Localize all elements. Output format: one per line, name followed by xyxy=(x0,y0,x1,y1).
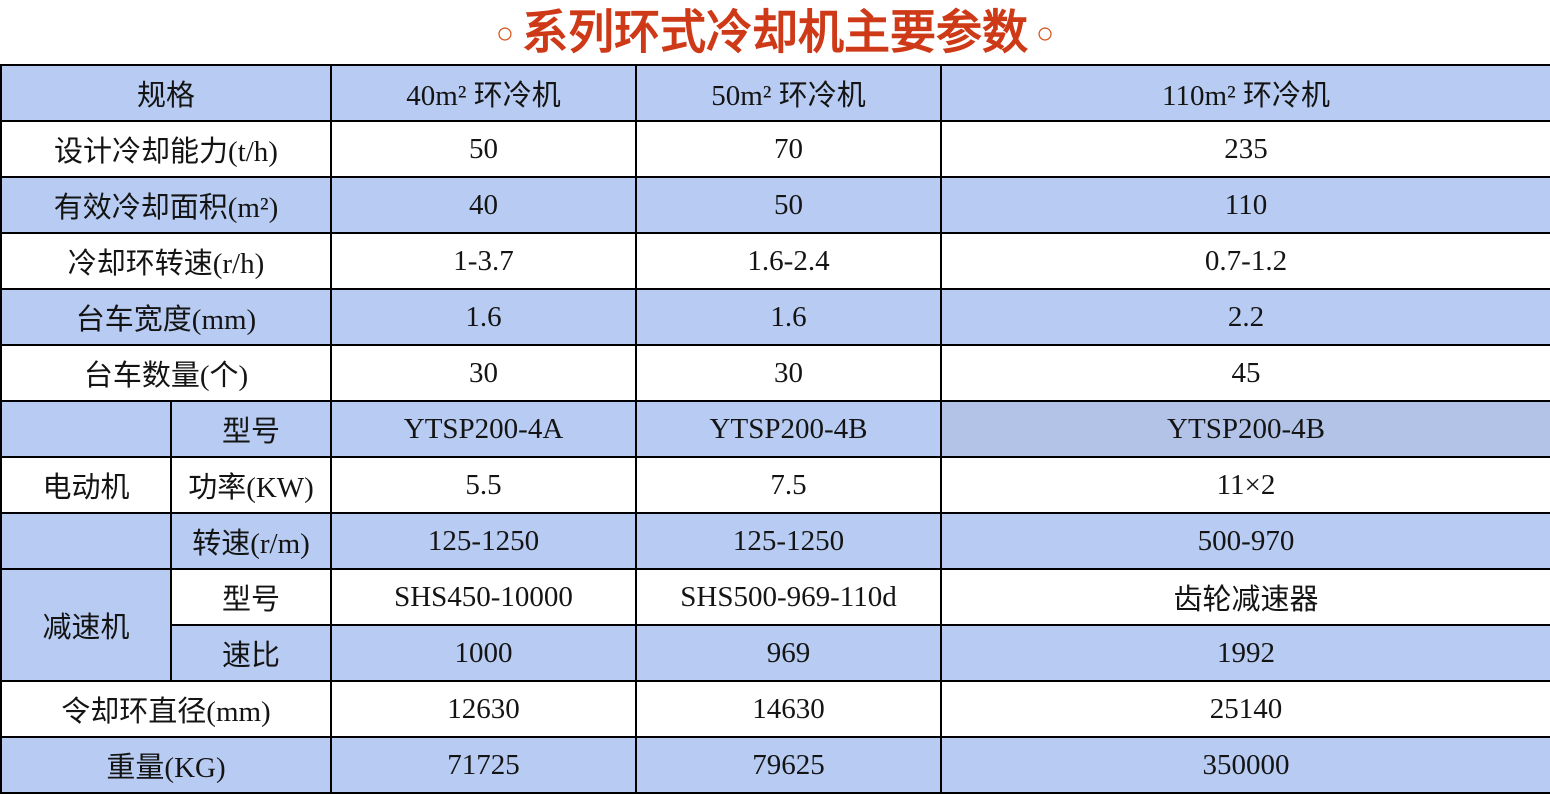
cell-value: 1.6 xyxy=(330,288,638,346)
cell-value: 0.7-1.2 xyxy=(940,232,1550,290)
row-label: 设计冷却能力(t/h) xyxy=(0,120,333,178)
cell-value: 2.2 xyxy=(940,288,1550,346)
cell-value: SHS450-10000 xyxy=(330,568,638,626)
cell-value: 25140 xyxy=(940,680,1550,738)
cell-value: 50 xyxy=(635,176,943,234)
cell-value: 1.6 xyxy=(635,288,943,346)
cell-value: 50 xyxy=(330,120,638,178)
cooler-parameters-table: 规格 40m² 环冷机 50m² 环冷机 110m² 环冷机 设计冷却能力(t/… xyxy=(0,64,1550,794)
cell-value: 125-1250 xyxy=(635,512,943,570)
row-label: 重量(KG) xyxy=(0,736,333,794)
cell-value: 1-3.7 xyxy=(330,232,638,290)
table-row: 有效冷却面积(m²) 40 50 110 xyxy=(0,176,1550,234)
row-sublabel: 型号 xyxy=(169,400,333,458)
cell-value: 5.5 xyxy=(330,456,638,514)
cell-value: 30 xyxy=(330,344,638,402)
row-label: 台车宽度(mm) xyxy=(0,288,333,346)
table-row: 减速机 型号 SHS450-10000 SHS500-969-110d 齿轮减速… xyxy=(0,568,1550,682)
title-ring-left-icon: ○ xyxy=(495,17,514,50)
row-sublabel: 转速(r/m) xyxy=(169,512,333,570)
cell-value: YTSP200-4B xyxy=(635,400,943,458)
table-row: 设计冷却能力(t/h) 50 70 235 xyxy=(0,120,1550,178)
cell-value: SHS500-969-110d xyxy=(635,568,943,626)
cell-value: 1000 xyxy=(330,624,638,682)
table-row: 转速(r/m) 125-1250 125-1250 500-970 xyxy=(0,512,1550,570)
table-header-row: 规格 40m² 环冷机 50m² 环冷机 110m² 环冷机 xyxy=(0,64,1550,122)
table-row: 速比 1000 969 1992 xyxy=(1,624,1550,682)
cell-value: 235 xyxy=(940,120,1550,178)
title-ring-right-icon: ○ xyxy=(1036,17,1055,50)
table-row: 重量(KG) 71725 79625 350000 xyxy=(0,736,1550,794)
row-label: 令却环直径(mm) xyxy=(0,680,333,738)
cell-value: 7.5 xyxy=(635,456,943,514)
table-row: 冷却环转速(r/h) 1-3.7 1.6-2.4 0.7-1.2 xyxy=(0,232,1550,290)
cell-value: 1.6-2.4 xyxy=(635,232,943,290)
page-title: ○ 系列环式冷却机主要参数 ○ xyxy=(0,0,1550,64)
cell-value: 12630 xyxy=(330,680,638,738)
cell-value: 969 xyxy=(635,624,943,682)
cell-value: 500-970 xyxy=(940,512,1550,570)
table-row: 型号 YTSP200-4A YTSP200-4B YTSP200-4B xyxy=(0,400,1550,458)
header-col-50m2: 50m² 环冷机 xyxy=(635,64,943,122)
motor-group-spacer xyxy=(0,512,172,570)
cell-value: 30 xyxy=(635,344,943,402)
cell-value: 14630 xyxy=(635,680,943,738)
table-row: 电动机 功率(KW) 5.5 7.5 11×2 xyxy=(0,456,1550,514)
reducer-group-label: 减速机 xyxy=(0,568,172,682)
cell-value: 齿轮减速器 xyxy=(940,568,1550,626)
cell-value: 45 xyxy=(940,344,1550,402)
table-row: 台车数量(个) 30 30 45 xyxy=(0,344,1550,402)
cell-value: 125-1250 xyxy=(330,512,638,570)
row-label: 台车数量(个) xyxy=(0,344,333,402)
cell-value: 79625 xyxy=(635,736,943,794)
motor-group-label: 电动机 xyxy=(0,456,172,514)
cell-value: 11×2 xyxy=(940,456,1550,514)
row-sublabel: 速比 xyxy=(169,624,333,682)
table-row: 令却环直径(mm) 12630 14630 25140 xyxy=(0,680,1550,738)
cell-value: 71725 xyxy=(330,736,638,794)
cell-value: 1992 xyxy=(940,624,1550,682)
header-col-40m2: 40m² 环冷机 xyxy=(330,64,638,122)
page-title-text: 系列环式冷却机主要参数 xyxy=(522,5,1028,59)
row-label: 冷却环转速(r/h) xyxy=(0,232,333,290)
header-spec-label: 规格 xyxy=(0,64,333,122)
motor-group-spacer xyxy=(0,400,172,458)
cell-value: 40 xyxy=(330,176,638,234)
cell-value: 110 xyxy=(940,176,1550,234)
row-label: 有效冷却面积(m²) xyxy=(0,176,333,234)
cell-value: 350000 xyxy=(940,736,1550,794)
cell-value: YTSP200-4A xyxy=(330,400,638,458)
row-sublabel: 型号 xyxy=(169,568,333,626)
table-row: 台车宽度(mm) 1.6 1.6 2.2 xyxy=(0,288,1550,346)
cell-value: YTSP200-4B xyxy=(940,400,1550,458)
row-sublabel: 功率(KW) xyxy=(169,456,333,514)
cell-value: 70 xyxy=(635,120,943,178)
header-col-110m2: 110m² 环冷机 xyxy=(940,64,1550,122)
